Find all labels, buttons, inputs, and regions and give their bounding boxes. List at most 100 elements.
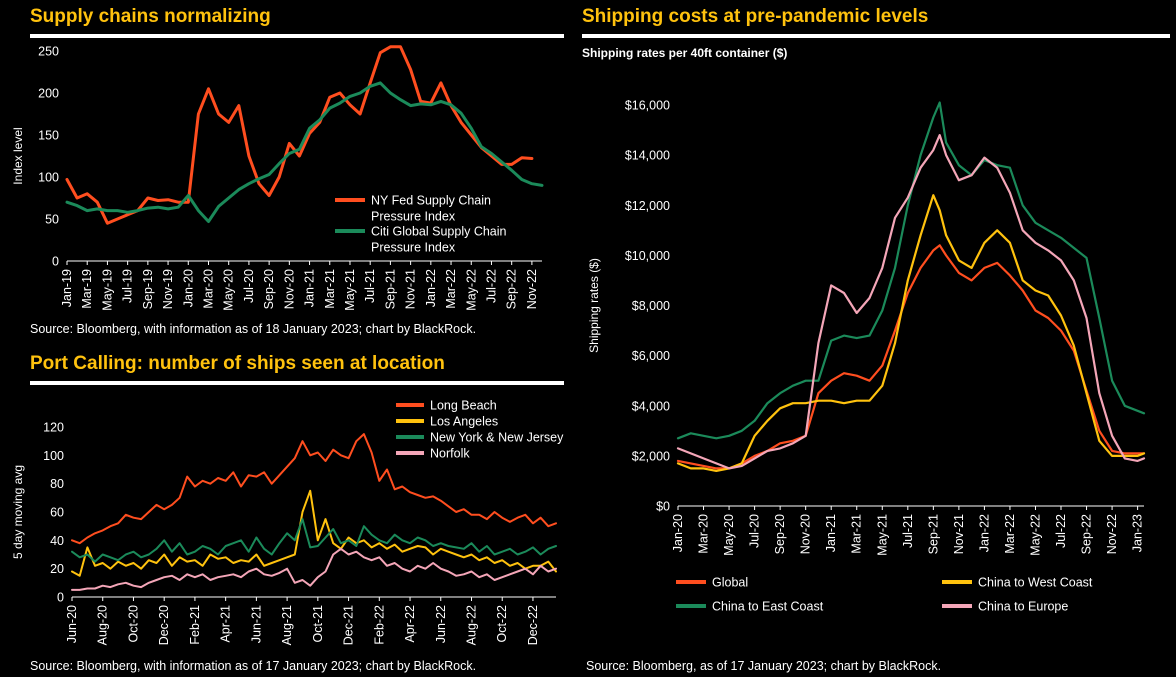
x-tick-label: May-22 xyxy=(1028,514,1042,556)
x-tick-label: Apr-22 xyxy=(403,605,417,643)
x-tick-label: Mar-22 xyxy=(1003,514,1017,554)
x-tick-label: Jul-22 xyxy=(484,269,498,303)
y-tick-label: 100 xyxy=(38,171,59,185)
x-tick-label: Dec-22 xyxy=(526,605,540,645)
x-tick-label: Dec-21 xyxy=(342,605,356,645)
x-tick-label: Oct-20 xyxy=(126,605,140,643)
series-line-norfolk xyxy=(71,547,557,591)
x-tick-label: Jul-19 xyxy=(121,269,135,303)
y-tick-label: 250 xyxy=(38,45,59,59)
x-tick-label: Nov-21 xyxy=(404,269,418,309)
supply-chart-title: Supply chains normalizing xyxy=(30,6,271,27)
x-tick-label: May-20 xyxy=(222,269,236,311)
y-tick-label: $0 xyxy=(656,500,670,514)
x-tick-label: Aug-22 xyxy=(464,605,478,645)
y-tick-label: $12,000 xyxy=(625,199,670,213)
y-axis-title: Index level xyxy=(11,127,25,184)
legend-label: Citi Global Supply Chain xyxy=(371,225,507,239)
series-line-china-to-east-coast xyxy=(676,101,1146,440)
series-line-global xyxy=(676,244,1146,470)
x-tick-label: Jul-20 xyxy=(242,269,256,303)
port-chart-source: Source: Bloomberg, with information as o… xyxy=(30,659,477,673)
legend-label: Long Beach xyxy=(430,399,497,413)
x-tick-label: Jan-22 xyxy=(977,514,991,552)
legend-label: China to Europe xyxy=(978,600,1068,614)
y-tick-label: 80 xyxy=(50,477,64,491)
x-tick-label: Aug-21 xyxy=(280,605,294,645)
x-tick-label: Jul-20 xyxy=(748,514,762,548)
x-tick-label: Mar-22 xyxy=(444,269,458,309)
x-tick-label: Nov-22 xyxy=(1105,514,1119,554)
y-tick-label: 40 xyxy=(50,534,64,548)
x-tick-label: Mar-20 xyxy=(201,269,215,309)
x-tick-label: May-21 xyxy=(343,269,357,311)
y-tick-label: 150 xyxy=(38,129,59,143)
legend-label: China to West Coast xyxy=(978,576,1093,590)
y-tick-label: $8,000 xyxy=(632,299,670,313)
x-tick-label: May-21 xyxy=(875,514,889,556)
port-chart-title: Port Calling: number of ships seen at lo… xyxy=(30,353,445,374)
x-tick-label: Jan-22 xyxy=(424,269,438,307)
port-calling-chart: 0 20 40 60 80 100 120 5 day moving avg Jun-20 Aug… xyxy=(11,399,564,646)
x-tick-label: Sep-20 xyxy=(262,269,276,309)
x-tick-label: Jan-21 xyxy=(824,514,838,552)
y-tick-label: $4,000 xyxy=(632,399,670,413)
y-tick-label: $14,000 xyxy=(625,149,670,163)
supply-title-rule xyxy=(30,34,564,38)
series-line-ny-fed-supply-chain-pressure-index xyxy=(65,45,534,225)
series-line-china-to-west-coast xyxy=(676,194,1146,472)
x-tick-label: Mar-20 xyxy=(697,514,711,554)
x-tick-label: Mar-21 xyxy=(850,514,864,554)
x-tick-label: May-20 xyxy=(722,514,736,556)
y-axis-title: 5 day moving avg xyxy=(11,465,25,559)
x-tick-label: Feb-21 xyxy=(188,605,202,645)
x-tick-label: Jan-20 xyxy=(671,514,685,552)
series-line-new-york-new-jersey xyxy=(71,518,557,563)
legend-label: Pressure Index xyxy=(371,210,456,224)
series-line-china-to-europe xyxy=(676,133,1146,470)
y-tick-label: 200 xyxy=(38,87,59,101)
y-tick-label: $10,000 xyxy=(625,249,670,263)
x-tick-label: Sep-21 xyxy=(926,514,940,554)
ship-chart-title: Shipping costs at pre-pandemic levels xyxy=(582,6,929,27)
x-tick-label: Jan-19 xyxy=(60,269,74,307)
legend-label: Global xyxy=(712,576,748,590)
supply-chain-chart: 0 50 100 150 200 250 Index level Jan-19 Mar-19 Ma… xyxy=(11,45,544,311)
legend-label: NY Fed Supply Chain xyxy=(371,194,491,208)
x-tick-label: Sep-20 xyxy=(773,514,787,554)
x-tick-label: Mar-19 xyxy=(80,269,94,309)
x-tick-label: Jun-21 xyxy=(249,605,263,643)
y-tick-label: 120 xyxy=(43,421,64,435)
x-tick-label: Jul-21 xyxy=(363,269,377,303)
y-tick-label: 0 xyxy=(57,591,64,605)
x-tick-label: Nov-22 xyxy=(525,269,539,309)
ship-title-rule xyxy=(582,34,1170,38)
y-tick-label: $2,000 xyxy=(632,449,670,463)
legend-label: Los Angeles xyxy=(430,415,498,429)
y-tick-label: 20 xyxy=(50,562,64,576)
x-tick-label: Nov-19 xyxy=(161,269,175,309)
x-tick-label: Sep-19 xyxy=(141,269,155,309)
x-tick-label: Jul-21 xyxy=(901,514,915,548)
y-tick-label: 60 xyxy=(50,506,64,520)
series-line-citi-global-supply-chain-pressure-index xyxy=(65,81,544,223)
y-tick-label: $16,000 xyxy=(625,99,670,113)
x-tick-label: Nov-20 xyxy=(799,514,813,554)
x-tick-label: Dec-20 xyxy=(157,605,171,645)
x-tick-label: Oct-22 xyxy=(495,605,509,643)
x-tick-label: Sep-22 xyxy=(1080,514,1094,554)
y-axis-title: Shipping rates ($) xyxy=(587,258,601,353)
x-tick-label: Jan-23 xyxy=(1131,514,1145,552)
x-tick-label: Sep-22 xyxy=(505,269,519,309)
x-tick-label: Sep-21 xyxy=(383,269,397,309)
port-title-rule xyxy=(30,381,564,385)
x-tick-label: May-22 xyxy=(464,269,478,311)
legend-label: Pressure Index xyxy=(371,241,456,255)
legend-label: Norfolk xyxy=(430,447,470,461)
ship-chart-subtitle: Shipping rates per 40ft container ($) xyxy=(582,46,788,60)
x-tick-label: Nov-21 xyxy=(952,514,966,554)
y-tick-label: 50 xyxy=(45,213,59,227)
x-tick-label: Oct-21 xyxy=(311,605,325,643)
y-tick-label: 100 xyxy=(43,449,64,463)
y-tick-label: 0 xyxy=(52,255,59,269)
